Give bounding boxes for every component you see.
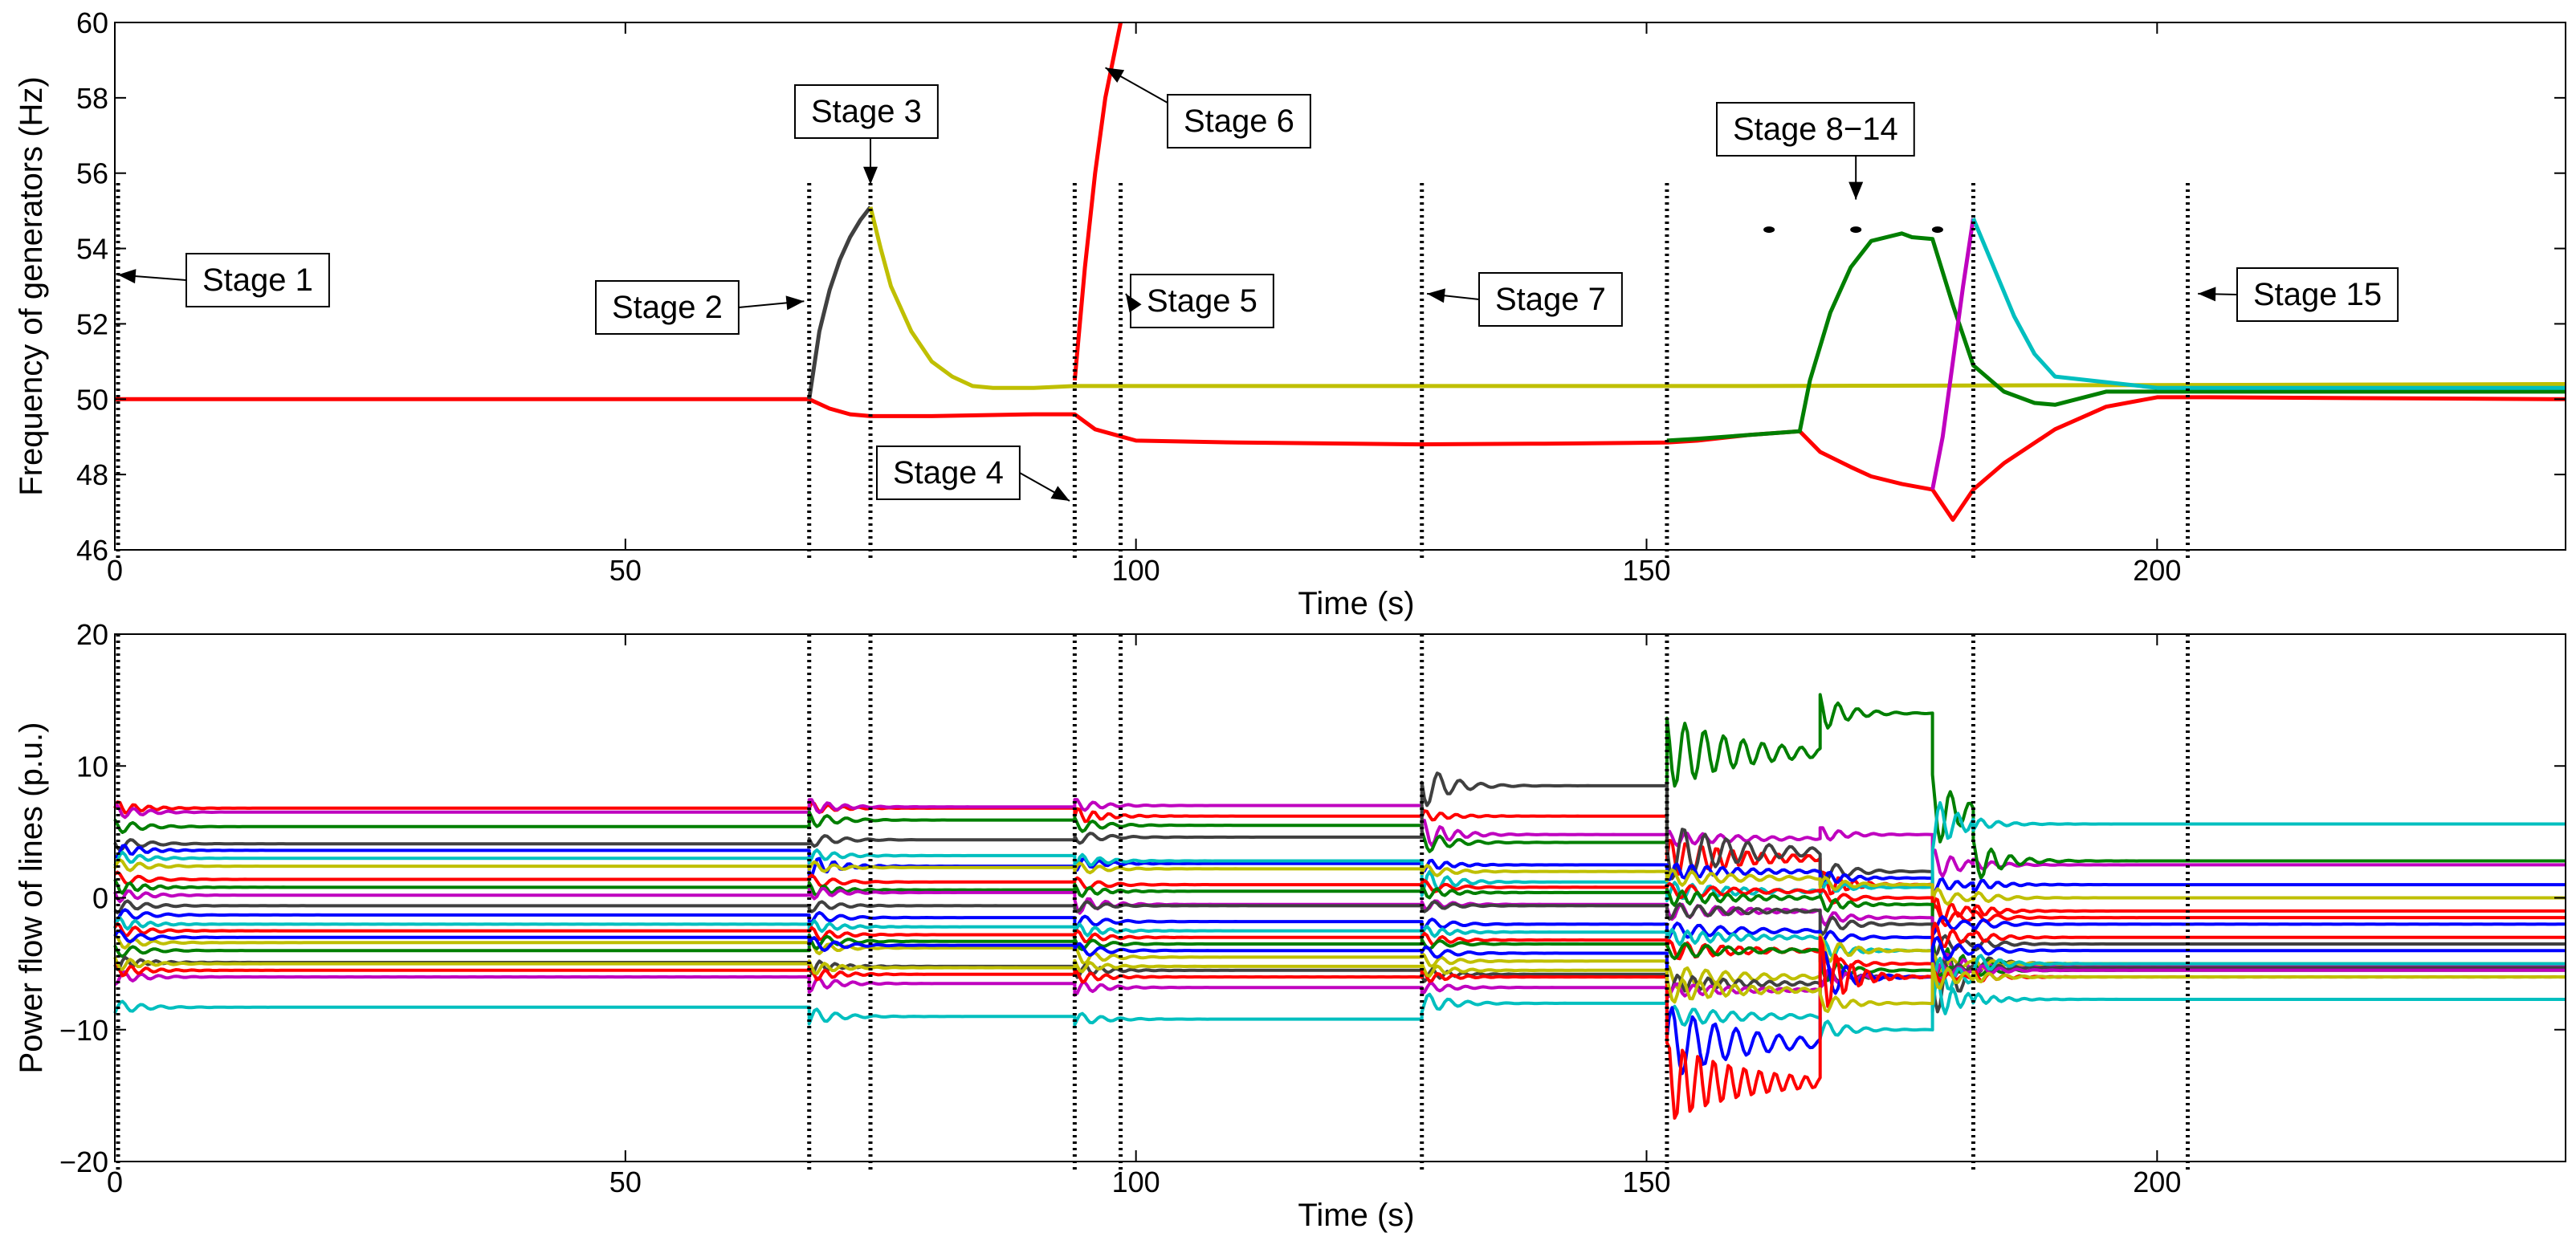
annotation-stage7: Stage 7	[1426, 272, 1623, 327]
power-flow-panel: 0 50 100 150 200 −20 −10 0 10 20 Time (s) Power f…	[14, 618, 2566, 1233]
y-tick-label: 50	[76, 383, 108, 416]
y-tick-label: −20	[59, 1145, 108, 1178]
annotation-stage4: Stage 4	[876, 446, 1070, 502]
annotation-box	[595, 280, 740, 335]
y-tick-label: 54	[76, 233, 108, 266]
gen-darkgray-trace	[807, 205, 872, 400]
line-02-trace	[115, 798, 2566, 878]
y-tick-label: −10	[59, 1014, 108, 1047]
line-12-trace	[113, 908, 2566, 948]
x-tick-label: 150	[1622, 554, 1670, 587]
power-flow-axis-ticks: 0 50 100 150 200 −20 −10 0 10 20	[59, 618, 2566, 1198]
line-14-trace	[113, 922, 2566, 972]
gen-cyan-trace	[1971, 218, 2566, 390]
gen-magenta-trace	[1930, 218, 1975, 490]
frequency-axis-ticks: 0 50 100 150 200 46 48 50 52 54 56 58 60	[76, 6, 2566, 587]
frequency-y-axis-label: Frequency of generators (Hz)	[14, 76, 49, 495]
line-20-trace	[113, 929, 2566, 1076]
annotation-box	[876, 446, 1021, 500]
x-tick-label: 150	[1622, 1166, 1670, 1198]
stage-annotations: Stage 1 Stage 2 Stage 3 Stage 4 Stage 5 Stage…	[117, 67, 2399, 502]
annotation-stage5: Stage 5	[1125, 274, 1274, 328]
x-tick-label: 100	[1112, 1166, 1160, 1198]
annotation-label: Stage 5	[1147, 283, 1257, 319]
marker-dot	[1931, 226, 1943, 234]
x-tick-label: 200	[2133, 554, 2181, 587]
annotation-arrow-head	[1848, 181, 1864, 200]
line-08-trace	[113, 870, 2566, 927]
annotation-box	[794, 84, 939, 139]
line-03-trace	[113, 693, 2566, 880]
annotation-label: Stage 1	[202, 262, 313, 298]
annotation-label: Stage 7	[1495, 282, 1606, 317]
annotation-box	[2236, 267, 2399, 322]
annotation-label: Stage 15	[2253, 277, 2382, 312]
y-tick-label: 20	[76, 618, 108, 651]
y-tick-label: 46	[76, 534, 108, 567]
line-06-trace	[113, 801, 2566, 902]
annotation-arrow-head	[1125, 293, 1142, 313]
annotation-label: Stage 2	[612, 290, 723, 325]
line-11-trace	[113, 899, 2566, 958]
gen-olive-trace	[868, 206, 2566, 390]
power-flow-x-axis-label: Time (s)	[1298, 1198, 1414, 1233]
y-tick-label: 48	[76, 458, 108, 491]
annotation-label: Stage 8−14	[1733, 112, 1898, 147]
frequency-series-group	[115, 22, 2566, 522]
annotation-stage3: Stage 3	[794, 84, 939, 185]
annotation-label: Stage 4	[893, 455, 1004, 490]
frequency-x-axis-label: Time (s)	[1298, 586, 1414, 621]
marker-dot	[1850, 226, 1862, 234]
annotation-stage814: Stage 8−14	[1716, 102, 1915, 200]
annotation-stage2: Stage 2	[595, 280, 805, 335]
annotation-arrow-head	[117, 269, 137, 284]
y-tick-label: 52	[76, 307, 108, 340]
annotation-stage6: Stage 6	[1105, 67, 1311, 149]
x-tick-label: 50	[609, 554, 642, 587]
gen-red-trace	[115, 395, 2566, 522]
x-tick-label: 50	[609, 1166, 642, 1198]
x-tick-label: 100	[1112, 554, 1160, 587]
annotation-stage15: Stage 15	[2198, 267, 2399, 322]
line-22-trace	[113, 956, 2566, 1013]
y-tick-label: 60	[76, 6, 108, 39]
y-tick-label: 56	[76, 157, 108, 190]
line-19-trace	[113, 954, 2566, 1040]
annotation-box	[185, 253, 330, 307]
y-tick-label: 0	[92, 882, 108, 915]
y-tick-label: 58	[76, 82, 108, 115]
marker-dots-group	[1763, 226, 1943, 234]
power-flow-y-axis-label: Power flow of lines (p.u.)	[14, 722, 49, 1074]
line-13-trace	[113, 916, 2566, 1015]
annotation-arrow-head	[785, 295, 805, 311]
line-01-trace	[113, 800, 2566, 922]
stage-lines-group	[116, 183, 2190, 561]
annotation-label: Stage 6	[1184, 104, 1294, 139]
x-tick-label: 0	[107, 554, 123, 587]
annotation-arrow-head	[1427, 288, 1445, 303]
x-tick-label: 200	[2133, 1166, 2181, 1198]
annotation-arrow-head	[1050, 486, 1070, 501]
frequency-plot-frame	[114, 22, 2566, 551]
annotation-arrow-head	[2198, 287, 2216, 302]
annotation-arrow-head	[1105, 67, 1125, 83]
annotation-label: Stage 3	[811, 94, 922, 129]
marker-dot	[1763, 226, 1775, 234]
line-18-trace	[113, 962, 2566, 999]
y-tick-label: 10	[76, 750, 108, 783]
line-05-trace	[114, 844, 2566, 894]
annotation-box	[1167, 94, 1311, 149]
annotation-arrow-head	[863, 166, 878, 185]
x-tick-label: 0	[107, 1166, 123, 1198]
annotation-stage1: Stage 1	[117, 253, 330, 307]
power-flow-series-group	[113, 693, 2566, 1120]
line-07-trace	[113, 858, 2566, 906]
annotation-box	[1716, 102, 1915, 157]
gen-green-trace	[1666, 231, 2566, 443]
